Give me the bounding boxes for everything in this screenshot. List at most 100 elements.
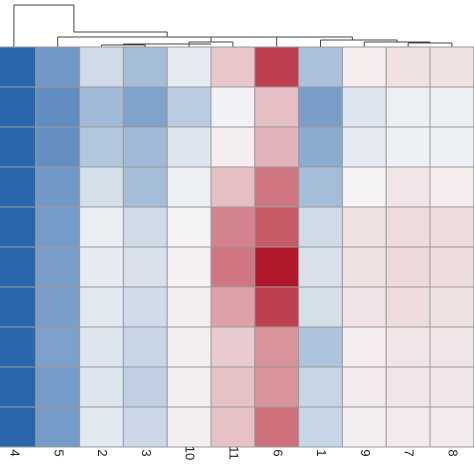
heatmap-cell-r6-col-8 [429, 246, 474, 288]
heatmap-cell-r8-col-6 [254, 326, 300, 368]
heatmap-cell-r1-col-4 [0, 46, 37, 88]
heatmap-cell-r3-col-8 [429, 126, 474, 168]
heatmap-cell-r6-col-6 [254, 246, 300, 288]
heatmap-cell-r6-col-5 [35, 246, 81, 288]
heatmap-cell-r8-col-5 [35, 326, 81, 368]
heatmap-cells [0, 46, 474, 448]
column-label-11: 11 [226, 446, 241, 460]
heatmap-cell-r6-col-7 [385, 246, 431, 288]
heatmap-cell-r7-col-2 [79, 286, 124, 328]
heatmap-cell-r7-col-3 [122, 286, 168, 328]
heatmap-cell-r9-col-3 [122, 366, 168, 408]
heatmap-cell-r8-col-9 [341, 326, 387, 368]
heatmap-cell-r6-col-3 [122, 246, 168, 288]
column-label-1: 1 [314, 449, 329, 456]
heatmap-cell-r2-col-3 [122, 86, 168, 128]
heatmap-cell-r9-col-9 [341, 366, 387, 408]
heatmap-cell-r9-col-8 [429, 366, 474, 408]
heatmap-cell-r10-col-2 [79, 406, 124, 448]
heatmap-cell-r2-col-1 [298, 86, 343, 128]
heatmap-cell-r7-col-6 [254, 286, 300, 328]
heatmap-cell-r3-col-1 [298, 126, 343, 168]
column-label-3: 3 [139, 449, 154, 456]
heatmap-cell-r5-col-10 [166, 206, 212, 248]
heatmap-cell-r10-col-6 [254, 406, 300, 448]
column-label-8: 8 [445, 449, 460, 456]
heatmap-cell-r3-col-9 [341, 126, 387, 168]
heatmap-cell-r10-col-5 [35, 406, 81, 448]
heatmap-cell-r2-col-8 [429, 86, 474, 128]
heatmap-cell-r2-col-4 [0, 86, 37, 128]
heatmap-cell-r3-col-6 [254, 126, 300, 168]
heatmap-cell-r10-col-8 [429, 406, 474, 448]
heatmap-cell-r8-col-4 [0, 326, 37, 368]
heatmap-cell-r3-col-4 [0, 126, 37, 168]
column-label-9: 9 [358, 449, 373, 456]
heatmap-cell-r2-col-6 [254, 86, 300, 128]
heatmap-cell-r1-col-8 [429, 46, 474, 88]
heatmap-cell-r5-col-6 [254, 206, 300, 248]
heatmap-cell-r1-col-5 [35, 46, 81, 88]
heatmap-cell-r8-col-1 [298, 326, 343, 368]
heatmap-cell-r6-col-4 [0, 246, 37, 288]
heatmap-cell-r7-col-7 [385, 286, 431, 328]
column-label-5: 5 [51, 449, 66, 456]
heatmap-cell-r6-col-2 [79, 246, 124, 288]
heatmap-cell-r9-col-1 [298, 366, 343, 408]
heatmap-cell-r4-col-9 [341, 166, 387, 208]
heatmap-cell-r8-col-2 [79, 326, 124, 368]
heatmap-cell-r5-col-2 [79, 206, 124, 248]
heatmap-cell-r1-col-11 [210, 46, 256, 88]
heatmap-cell-r9-col-4 [0, 366, 37, 408]
heatmap-cell-r4-col-4 [0, 166, 37, 208]
heatmap-cell-r7-col-11 [210, 286, 256, 328]
heatmap-cell-r5-col-8 [429, 206, 474, 248]
column-labels: 4 5 2 3 10 11 6 1 9 7 8 [7, 446, 460, 460]
heatmap-cell-r3-col-2 [79, 126, 124, 168]
heatmap-cell-r9-col-11 [210, 366, 256, 408]
heatmap-cell-r1-col-9 [341, 46, 387, 88]
heatmap-cell-r6-col-11 [210, 246, 256, 288]
heatmap-cell-r5-col-3 [122, 206, 168, 248]
heatmap-cell-r7-col-4 [0, 286, 37, 328]
heatmap-cell-r7-col-1 [298, 286, 343, 328]
heatmap-cell-r1-col-3 [122, 46, 168, 88]
heatmap-cell-r6-col-10 [166, 246, 212, 288]
heatmap-cell-r4-col-5 [35, 166, 81, 208]
heatmap-cell-r9-col-7 [385, 366, 431, 408]
heatmap-cell-r1-col-6 [254, 46, 300, 88]
heatmap-cell-r3-col-5 [35, 126, 81, 168]
heatmap-cell-r8-col-11 [210, 326, 256, 368]
heatmap-cell-r8-col-3 [122, 326, 168, 368]
heatmap-cell-r9-col-6 [254, 366, 300, 408]
heatmap-cell-r4-col-11 [210, 166, 256, 208]
heatmap-cell-r9-col-10 [166, 366, 212, 408]
heatmap-cell-r4-col-6 [254, 166, 300, 208]
heatmap-cell-r4-col-1 [298, 166, 343, 208]
heatmap-cell-r10-col-7 [385, 406, 431, 448]
heatmap-cell-r2-col-10 [166, 86, 212, 128]
heatmap-cell-r1-col-10 [166, 46, 212, 88]
heatmap-cell-r2-col-2 [79, 86, 124, 128]
heatmap-cell-r1-col-7 [385, 46, 431, 88]
heatmap-cell-r3-col-11 [210, 126, 256, 168]
heatmap-cell-r5-col-7 [385, 206, 431, 248]
heatmap-cell-r5-col-4 [0, 206, 37, 248]
heatmap-cell-r4-col-10 [166, 166, 212, 208]
heatmap-cell-r7-col-8 [429, 286, 474, 328]
heatmap-cell-r3-col-7 [385, 126, 431, 168]
column-label-7: 7 [402, 449, 417, 456]
heatmap-cell-r4-col-7 [385, 166, 431, 208]
heatmap-cell-r8-col-8 [429, 326, 474, 368]
heatmap-cell-r5-col-5 [35, 206, 81, 248]
column-label-10: 10 [183, 446, 198, 460]
heatmap-cell-r6-col-9 [341, 246, 387, 288]
heatmap-cell-r2-col-7 [385, 86, 431, 128]
heatmap-cell-r10-col-4 [0, 406, 37, 448]
heatmap-cell-r10-col-9 [341, 406, 387, 448]
column-label-4: 4 [7, 449, 22, 456]
heatmap-cell-r1-col-1 [298, 46, 343, 88]
heatmap-cell-r3-col-3 [122, 126, 168, 168]
heatmap-cell-r4-col-8 [429, 166, 474, 208]
heatmap-cell-r7-col-9 [341, 286, 387, 328]
